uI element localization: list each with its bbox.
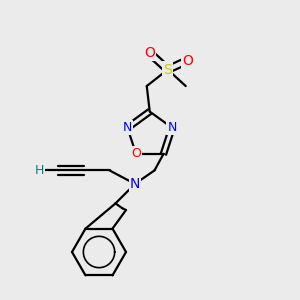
Text: H: H: [34, 164, 44, 177]
Text: O: O: [182, 54, 193, 68]
Text: O: O: [131, 147, 141, 161]
Text: N: N: [123, 121, 132, 134]
Text: N: N: [167, 121, 177, 134]
Text: N: N: [130, 177, 140, 191]
Text: S: S: [164, 63, 172, 76]
Text: O: O: [144, 46, 155, 60]
